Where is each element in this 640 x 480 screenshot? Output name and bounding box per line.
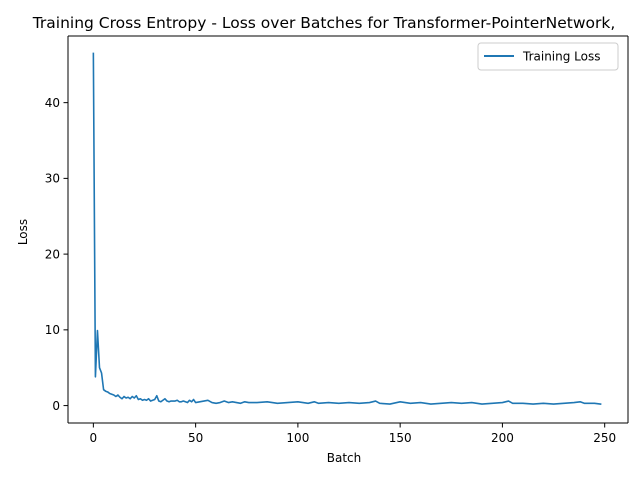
legend-label-training-loss: Training Loss [522, 50, 600, 64]
y-tick-label: 0 [52, 399, 60, 413]
legend-box [477, 42, 619, 71]
plot-area: 0 50 100 150 200 250 0 10 20 30 40 [45, 35, 629, 445]
legend: Training Loss [477, 42, 619, 71]
x-tick-label: 100 [286, 431, 309, 445]
y-tick-label: 30 [45, 172, 60, 186]
chart-title: Training Cross Entropy - Loss over Batch… [32, 14, 616, 32]
x-tick-label: 50 [188, 431, 203, 445]
x-tick-label: 150 [389, 431, 412, 445]
series-line-0 [92, 52, 602, 405]
y-tick-label: 10 [45, 323, 60, 337]
y-tick-label: 40 [45, 96, 60, 110]
y-tick-label: 20 [45, 247, 60, 261]
x-tick-label: 250 [593, 431, 616, 445]
x-axis-label: Batch [327, 451, 362, 465]
x-tick-label: 200 [491, 431, 514, 445]
y-axis-label: Loss [16, 219, 30, 245]
x-tick-label: 0 [90, 431, 98, 445]
